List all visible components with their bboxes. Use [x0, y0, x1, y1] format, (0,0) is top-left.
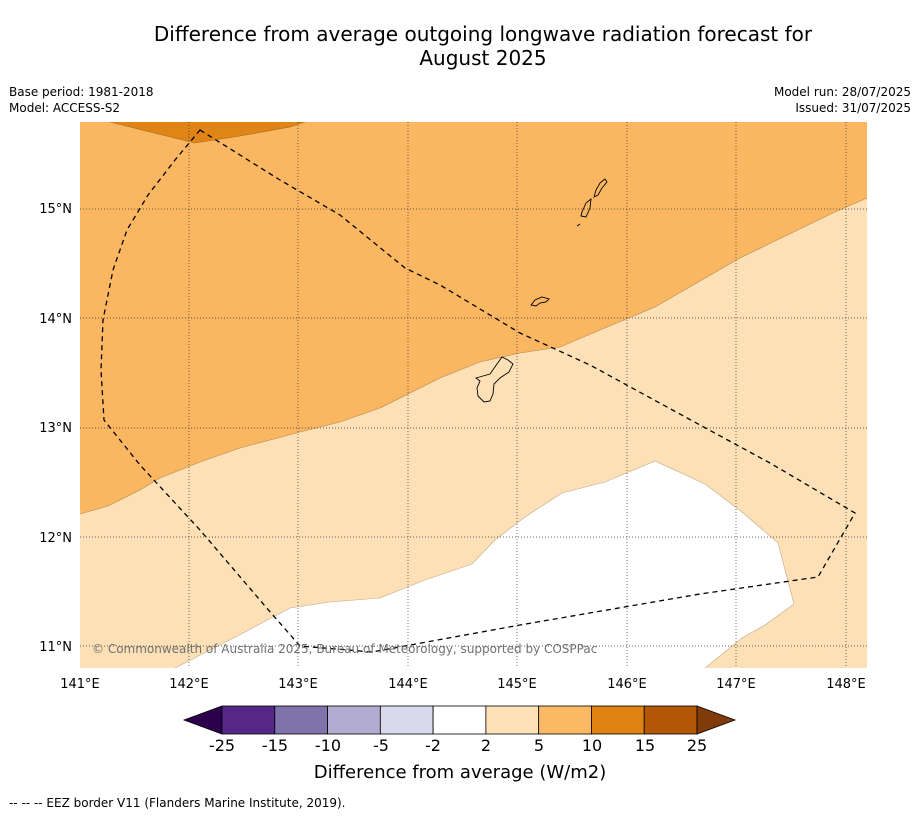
- lat-label: 15°N: [39, 202, 72, 217]
- colorbar-tick-label: 2: [481, 736, 491, 755]
- lat-label: 14°N: [39, 312, 72, 327]
- latitude-labels: 15°N 14°N 13°N 12°N 11°N: [39, 202, 72, 655]
- chart-title: Difference from average outgoing longwav…: [0, 22, 919, 70]
- longitude-labels: 141°E 142°E 143°E 144°E 145°E 146°E 147°…: [60, 677, 866, 692]
- island-rota: [530, 296, 550, 307]
- lon-label: 143°E: [278, 677, 318, 692]
- lon-label: 142°E: [169, 677, 209, 692]
- lon-label: 141°E: [60, 677, 100, 692]
- lon-label: 148°E: [826, 677, 866, 692]
- colorbar-tick-label: -5: [373, 736, 389, 755]
- colorbar-tick-label: 15: [635, 736, 655, 755]
- colorbar-segment: [274, 705, 328, 735]
- colorbar-tick-label: -25: [209, 736, 235, 755]
- island-tinian: [580, 197, 592, 218]
- lon-label: 144°E: [388, 677, 428, 692]
- colorbar-segment: [538, 705, 592, 735]
- map-plot-area: © Commonwealth of Australia 2025, Bureau…: [80, 122, 867, 668]
- island-saipan: [593, 178, 608, 198]
- colorbar-segment: [221, 705, 276, 735]
- islands: [475, 178, 608, 403]
- eez-footnote: -- -- -- EEZ border V11 (Flanders Marine…: [9, 796, 346, 810]
- colorbar-extend-min: [182, 705, 223, 735]
- anomaly-band-neutral: [175, 461, 794, 668]
- base-period: Base period: 1981-2018: [9, 85, 154, 99]
- lon-label: 145°E: [497, 677, 537, 692]
- contour-line-10: [109, 122, 306, 144]
- metadata-left: Base period: 1981-2018 Model: ACCESS-S2: [9, 84, 154, 116]
- colorbar-tick-label: 10: [582, 736, 602, 755]
- colorbar-tick-label: -15: [262, 736, 288, 755]
- colorbar: [182, 705, 737, 735]
- lat-label: 13°N: [39, 421, 72, 436]
- colorbar-segment: [485, 705, 540, 735]
- colorbar-tick-labels: -25 -15 -10 -5 -2 2 5 10 15 25: [209, 736, 707, 755]
- title-line-1: Difference from average outgoing longwav…: [153, 22, 813, 46]
- colorbar-segment: [327, 705, 381, 735]
- colorbar-segment: [379, 705, 434, 735]
- lon-label: 147°E: [716, 677, 756, 692]
- colorbar-segment: [591, 705, 645, 735]
- island-guam: [475, 356, 514, 403]
- colorbar-tick-label: -10: [315, 736, 341, 755]
- colorbar-title: Difference from average (W/m2): [314, 762, 606, 783]
- colorbar-tick-label: 5: [534, 736, 544, 755]
- colorbar-segment: [643, 705, 698, 735]
- contour-line-2: [174, 460, 795, 668]
- colorbar-segment: [432, 705, 487, 735]
- lat-label: 11°N: [39, 640, 72, 655]
- colorbar-tick-label: 25: [687, 736, 707, 755]
- contour-line-5: [80, 197, 867, 515]
- colorbar-extend-max: [696, 705, 737, 735]
- eez-border: [100, 129, 856, 653]
- metadata-right: Model run: 28/07/2025 Issued: 31/07/2025: [774, 84, 911, 116]
- model-run: Model run: 28/07/2025: [773, 85, 911, 99]
- anomaly-band-10-15: [110, 122, 305, 143]
- lon-label: 146°E: [607, 677, 647, 692]
- lat-label: 12°N: [39, 531, 72, 546]
- title-line-2: August 2025: [419, 46, 547, 70]
- model-name: Model: ACCESS-S2: [9, 101, 121, 115]
- gridlines: [80, 122, 867, 668]
- issued-date: Issued: 31/07/2025: [795, 101, 911, 115]
- island-aguijan: [576, 223, 581, 227]
- colorbar-tick-label: -2: [425, 736, 441, 755]
- copyright-notice: © Commonwealth of Australia 2025, Bureau…: [92, 642, 597, 656]
